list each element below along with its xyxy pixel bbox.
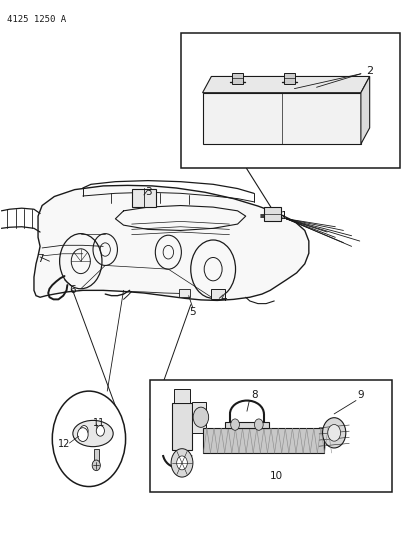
Circle shape: [171, 449, 193, 477]
Circle shape: [96, 425, 104, 436]
Bar: [211, 289, 225, 300]
Polygon shape: [202, 93, 360, 144]
Bar: [192, 402, 205, 433]
Circle shape: [92, 460, 100, 471]
Bar: [180, 33, 400, 168]
Text: 10: 10: [269, 471, 282, 481]
Bar: [94, 449, 99, 463]
Text: 8: 8: [250, 390, 257, 400]
Text: 2: 2: [365, 66, 372, 76]
Text: 11: 11: [93, 418, 105, 428]
Bar: [171, 403, 192, 449]
Text: 9: 9: [357, 390, 363, 400]
Circle shape: [322, 418, 345, 448]
Bar: [150, 381, 391, 492]
Circle shape: [327, 424, 340, 441]
Bar: [131, 189, 156, 207]
Circle shape: [80, 425, 88, 436]
Polygon shape: [202, 76, 369, 93]
Text: 12: 12: [58, 439, 70, 449]
Circle shape: [254, 419, 263, 430]
Bar: [203, 429, 324, 453]
Bar: [174, 390, 189, 403]
Polygon shape: [360, 76, 369, 144]
Bar: [283, 73, 294, 84]
Text: 5: 5: [189, 306, 196, 317]
Circle shape: [52, 391, 125, 487]
Bar: [231, 73, 242, 84]
Ellipse shape: [73, 421, 113, 447]
Text: 4: 4: [220, 293, 226, 303]
Text: 1: 1: [281, 211, 287, 221]
Circle shape: [193, 407, 208, 427]
Bar: [178, 289, 189, 297]
Bar: [263, 207, 281, 221]
Circle shape: [77, 427, 88, 441]
Circle shape: [176, 456, 187, 470]
Bar: [225, 422, 268, 429]
Text: 6: 6: [69, 285, 76, 295]
Text: 7: 7: [37, 254, 43, 263]
Polygon shape: [34, 185, 308, 301]
Text: 4125 1250 A: 4125 1250 A: [7, 14, 66, 23]
Circle shape: [230, 419, 239, 430]
Text: 3: 3: [144, 187, 151, 197]
